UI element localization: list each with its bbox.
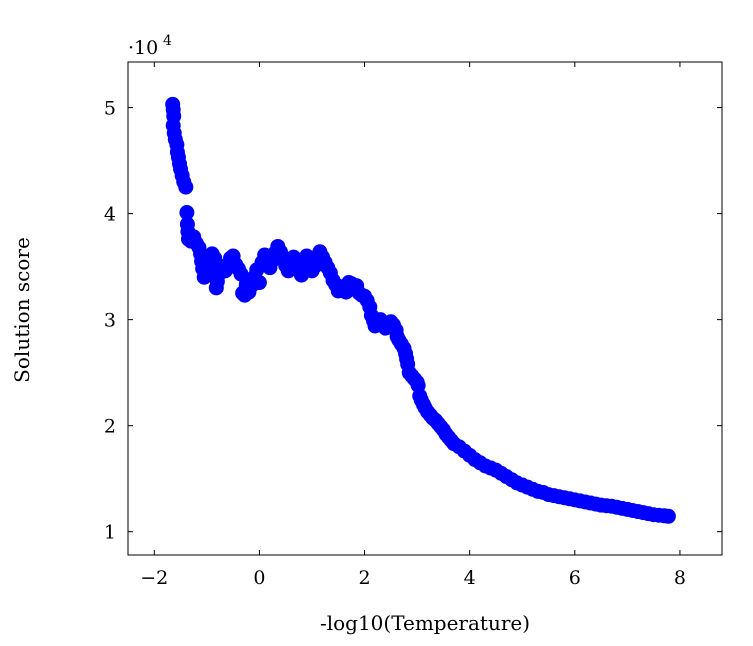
data-points <box>165 96 676 524</box>
y-tick-label: 1 <box>104 522 116 544</box>
x-tick-label: 6 <box>569 567 581 589</box>
data-point <box>660 508 676 524</box>
x-tick-label: 2 <box>359 567 371 589</box>
y-tick-label: 5 <box>104 98 116 120</box>
y-scale-exponent: 4 <box>163 33 172 49</box>
axis-ticks: −2 0 2 4 6 8 1 2 3 4 5 <box>104 62 722 589</box>
y-scale-multiplier: ·10 <box>128 37 158 59</box>
x-tick-label: −2 <box>140 567 168 589</box>
plot-frame <box>127 61 723 556</box>
x-tick-label: 0 <box>253 567 265 589</box>
y-axis-label: Solution score <box>10 237 34 383</box>
data-point <box>178 179 194 195</box>
x-tick-label: 4 <box>464 567 476 589</box>
y-tick-label: 3 <box>104 310 116 332</box>
data-point <box>251 275 267 291</box>
y-tick-label: 2 <box>104 416 116 438</box>
data-point <box>179 205 195 221</box>
x-axis-label: -log10(Temperature) <box>320 611 530 635</box>
x-tick-label: 8 <box>674 567 686 589</box>
y-tick-label: 4 <box>104 204 116 226</box>
